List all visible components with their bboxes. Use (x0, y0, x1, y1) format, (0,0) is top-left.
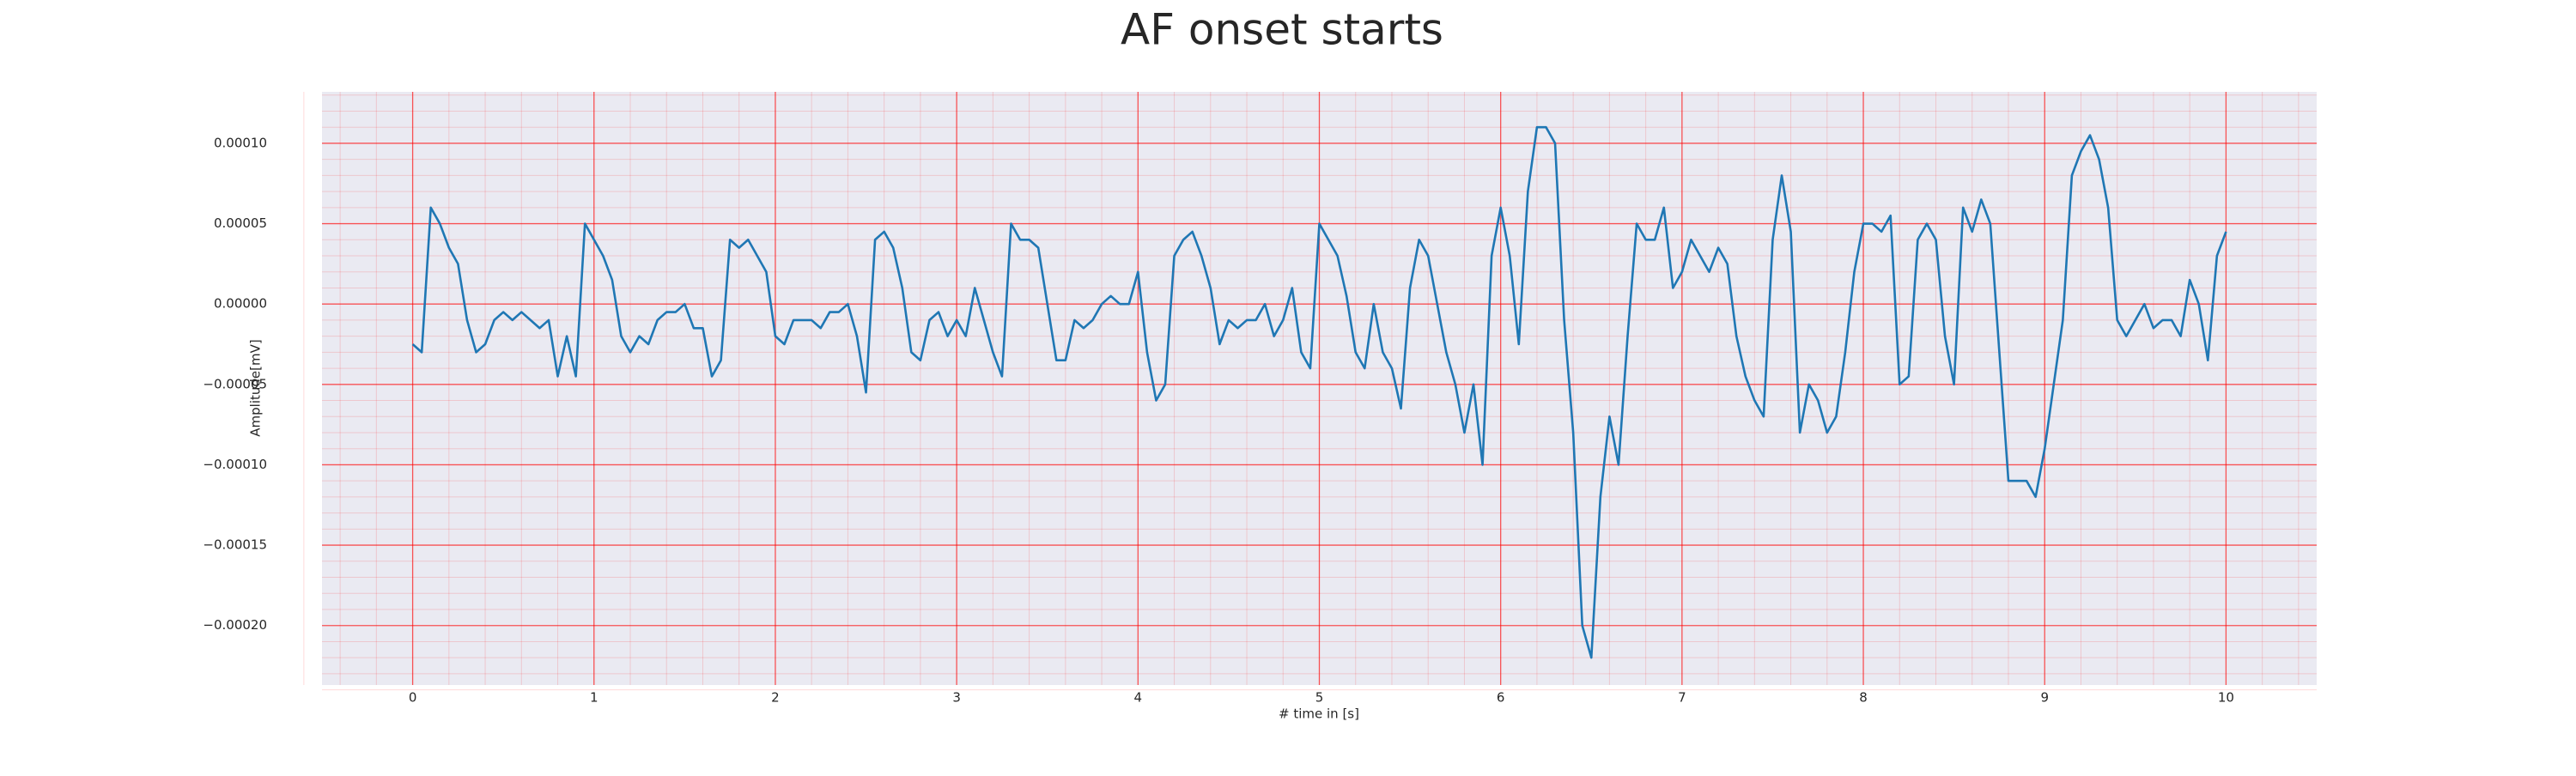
y-axis-label: Amplitude[mV] (248, 339, 264, 436)
x-tick-label: 6 (1497, 690, 1505, 706)
x-tick-label: 7 (1678, 690, 1686, 706)
x-tick-label: 0 (409, 690, 417, 706)
y-tick-label: −0.00020 (203, 617, 267, 633)
x-tick-label: 1 (590, 690, 598, 706)
x-tick-label: 5 (1315, 690, 1324, 706)
y-tick-label: −0.00005 (203, 376, 267, 391)
signal-line (411, 125, 2227, 659)
y-tick-label: −0.00010 (203, 457, 267, 472)
x-axis-label: # time in [s] (1279, 706, 1359, 722)
x-tick-label: 8 (1859, 690, 1868, 706)
x-tick-label: 10 (2218, 690, 2234, 706)
x-tick-label: 4 (1134, 690, 1143, 706)
y-tick-label: −0.00015 (203, 537, 267, 553)
chart-title: AF onset starts (1121, 5, 1443, 55)
y-tick-label: 0.00010 (214, 135, 267, 150)
y-tick-label: 0.00000 (214, 296, 267, 312)
x-tick-label: 2 (771, 690, 780, 706)
x-tick-label: 3 (952, 690, 961, 706)
y-tick-label: 0.00005 (214, 215, 267, 231)
x-tick-label: 9 (2040, 690, 2049, 706)
